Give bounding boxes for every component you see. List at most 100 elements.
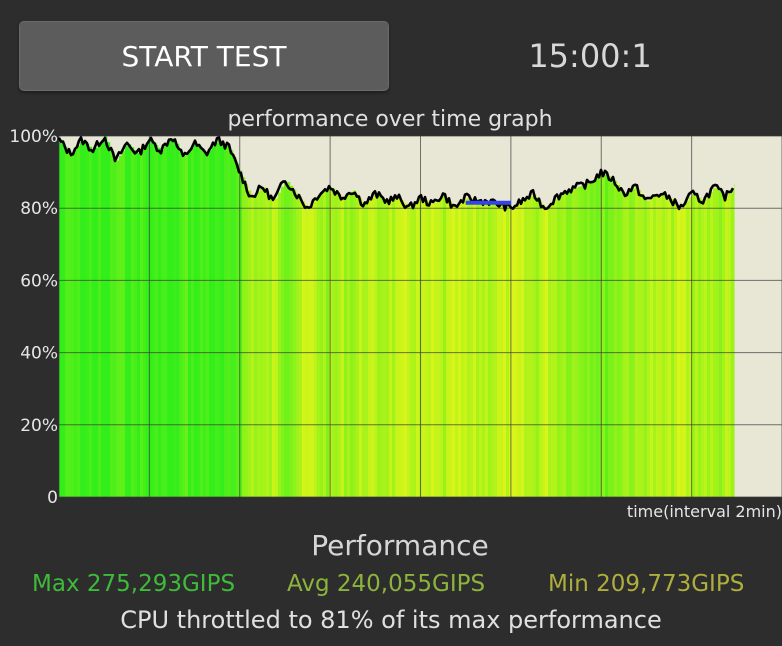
fill-stripe: [665, 196, 669, 497]
fill-stripe: [524, 199, 528, 497]
fill-stripe: [140, 151, 144, 498]
fill-stripe: [677, 205, 681, 497]
graph-title: performance over time graph: [227, 107, 553, 132]
fill-stripe: [515, 205, 519, 497]
fill-stripe: [152, 142, 156, 497]
fill-stripe: [434, 202, 438, 497]
fill-stripe: [725, 196, 729, 498]
timer-display: 15:00:1: [528, 37, 652, 75]
fill-stripe: [518, 203, 522, 497]
fill-stripe: [701, 199, 705, 497]
fill-stripe: [209, 150, 213, 497]
fill-stripe: [80, 141, 84, 497]
fill-stripe: [446, 197, 450, 497]
fill-stripe: [716, 188, 720, 498]
fill-stripe: [557, 196, 561, 498]
fill-stripe: [128, 144, 132, 498]
fill-stripe: [659, 194, 663, 497]
fill-stripe: [671, 199, 675, 497]
fill-stripe: [362, 202, 366, 498]
fill-stripe: [407, 206, 411, 497]
fill-stripe: [395, 198, 399, 497]
fill-stripe: [203, 151, 207, 498]
fill-stripe: [506, 206, 510, 497]
fill-stripe: [170, 138, 174, 497]
fill-stripe: [125, 146, 129, 498]
fill-stripe: [731, 188, 735, 497]
fill-stripe: [467, 197, 471, 497]
fill-stripe: [74, 149, 78, 497]
fill-stripe: [311, 203, 315, 497]
fill-stripe: [206, 153, 210, 498]
fill-stripe: [551, 202, 555, 497]
fill-stripe: [320, 193, 324, 497]
fill-stripe: [620, 188, 624, 497]
fill-stripe: [470, 198, 474, 497]
fill-stripe: [494, 202, 498, 497]
fill-stripe: [458, 204, 462, 497]
fill-stripe: [317, 196, 321, 497]
fill-stripe: [230, 150, 234, 497]
fill-stripe: [233, 157, 237, 497]
fill-stripe: [116, 160, 120, 497]
fill-stripe: [338, 194, 342, 497]
fill-stripe: [239, 170, 243, 497]
fill-stripe: [683, 204, 687, 497]
performance-title: Performance: [311, 529, 489, 562]
fill-stripe: [284, 181, 288, 498]
fill-stripe: [707, 195, 711, 497]
fill-stripe: [563, 192, 567, 497]
fill-stripe: [182, 155, 186, 497]
fill-stripe: [452, 205, 456, 497]
fill-stripe: [356, 194, 360, 498]
fill-stripe: [212, 146, 216, 497]
fill-stripe: [605, 174, 609, 497]
fill-stripe: [389, 200, 393, 497]
fill-stripe: [599, 174, 603, 497]
fill-stripe: [473, 199, 477, 497]
fill-stripe: [392, 199, 396, 497]
fill-stripe: [89, 146, 93, 498]
fill-stripe: [83, 140, 87, 497]
fill-stripe: [602, 172, 606, 497]
fill-stripe: [266, 191, 270, 497]
grid-lines: [58, 135, 782, 498]
fill-stripe: [188, 151, 192, 497]
fill-stripe: [722, 193, 726, 497]
fill-stripe: [404, 203, 408, 497]
fill-stripe: [500, 204, 504, 497]
fill-stripe: [269, 195, 273, 497]
fill-stripe: [299, 197, 303, 497]
fill-stripe: [413, 204, 417, 497]
fill-stripe: [59, 139, 63, 498]
fill-stripe: [464, 198, 468, 497]
fill-stripe: [530, 195, 534, 497]
fill-stripe: [449, 201, 453, 497]
y-tick-label: 20%: [20, 416, 58, 436]
fill-stripe: [488, 200, 492, 497]
fill-stripe: [662, 195, 666, 497]
fill-stripe: [275, 198, 279, 498]
y-tick-label: 40%: [20, 344, 58, 364]
fill-stripe: [497, 203, 501, 497]
fill-stripe: [65, 147, 69, 498]
fill-stripe: [101, 140, 105, 498]
fill-stripe: [572, 188, 576, 497]
y-tick-label: 60%: [20, 271, 58, 291]
throttle-summary: CPU throttled to 81% of its max performa…: [120, 606, 662, 634]
fill-stripe: [653, 196, 657, 497]
fill-stripe: [386, 200, 390, 497]
y-tick-label: 0: [47, 488, 58, 505]
fill-stripe: [587, 183, 591, 497]
fill-stripe: [158, 147, 162, 497]
fill-stripe: [644, 197, 648, 497]
fill-stripe: [323, 191, 327, 497]
fill-stripe: [431, 204, 435, 498]
fill-stripe: [536, 196, 540, 497]
start-test-button[interactable]: START TEST: [19, 21, 389, 91]
max-performance-value: Max 275,293GIPS: [32, 571, 236, 597]
fill-stripe: [521, 201, 525, 497]
fill-stripe: [461, 201, 465, 497]
fill-stripe: [290, 185, 294, 497]
fill-stripe: [593, 180, 597, 498]
